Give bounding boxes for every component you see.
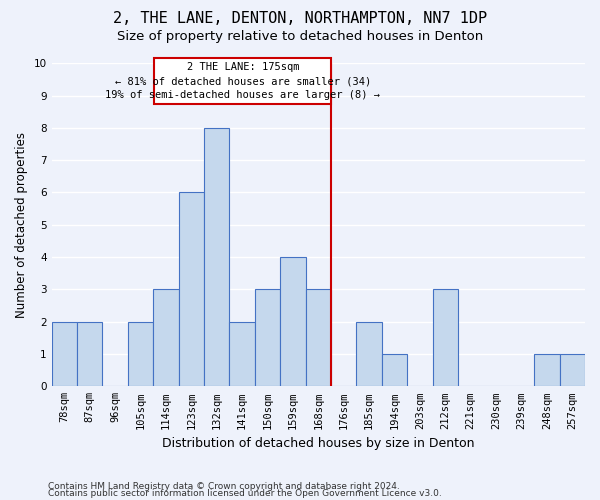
Bar	[382, 354, 407, 386]
Bar	[356, 322, 382, 386]
Text: 2, THE LANE, DENTON, NORTHAMPTON, NN7 1DP: 2, THE LANE, DENTON, NORTHAMPTON, NN7 1D…	[113, 11, 487, 26]
Text: Size of property relative to detached houses in Denton: Size of property relative to detached ho…	[117, 30, 483, 43]
Bar	[128, 322, 153, 386]
Bar	[179, 192, 204, 386]
Bar	[77, 322, 103, 386]
Text: 19% of semi-detached houses are larger (8) →: 19% of semi-detached houses are larger (…	[106, 90, 380, 100]
Bar	[305, 290, 331, 386]
Text: ← 81% of detached houses are smaller (34): ← 81% of detached houses are smaller (34…	[115, 76, 371, 86]
Bar	[255, 290, 280, 386]
Bar	[52, 322, 77, 386]
Bar	[433, 290, 458, 386]
Bar	[229, 322, 255, 386]
Y-axis label: Number of detached properties: Number of detached properties	[15, 132, 28, 318]
Bar	[154, 58, 331, 104]
Bar	[280, 257, 305, 386]
Bar	[560, 354, 585, 386]
Bar	[534, 354, 560, 386]
X-axis label: Distribution of detached houses by size in Denton: Distribution of detached houses by size …	[162, 437, 475, 450]
Bar	[153, 290, 179, 386]
Text: Contains public sector information licensed under the Open Government Licence v3: Contains public sector information licen…	[48, 490, 442, 498]
Text: 2 THE LANE: 175sqm: 2 THE LANE: 175sqm	[187, 62, 299, 72]
Bar	[204, 128, 229, 386]
Text: Contains HM Land Registry data © Crown copyright and database right 2024.: Contains HM Land Registry data © Crown c…	[48, 482, 400, 491]
